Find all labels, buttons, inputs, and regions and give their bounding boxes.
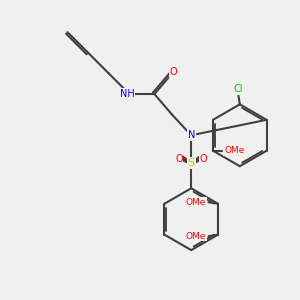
Text: OMe: OMe <box>186 198 206 207</box>
Text: OMe: OMe <box>224 146 244 155</box>
Text: N: N <box>188 130 195 140</box>
Text: O: O <box>175 154 183 164</box>
Text: S: S <box>188 158 195 168</box>
Text: O: O <box>200 154 207 164</box>
Text: NH: NH <box>120 89 135 99</box>
Text: O: O <box>170 67 177 77</box>
Text: OMe: OMe <box>186 232 206 241</box>
Text: Cl: Cl <box>234 84 243 94</box>
